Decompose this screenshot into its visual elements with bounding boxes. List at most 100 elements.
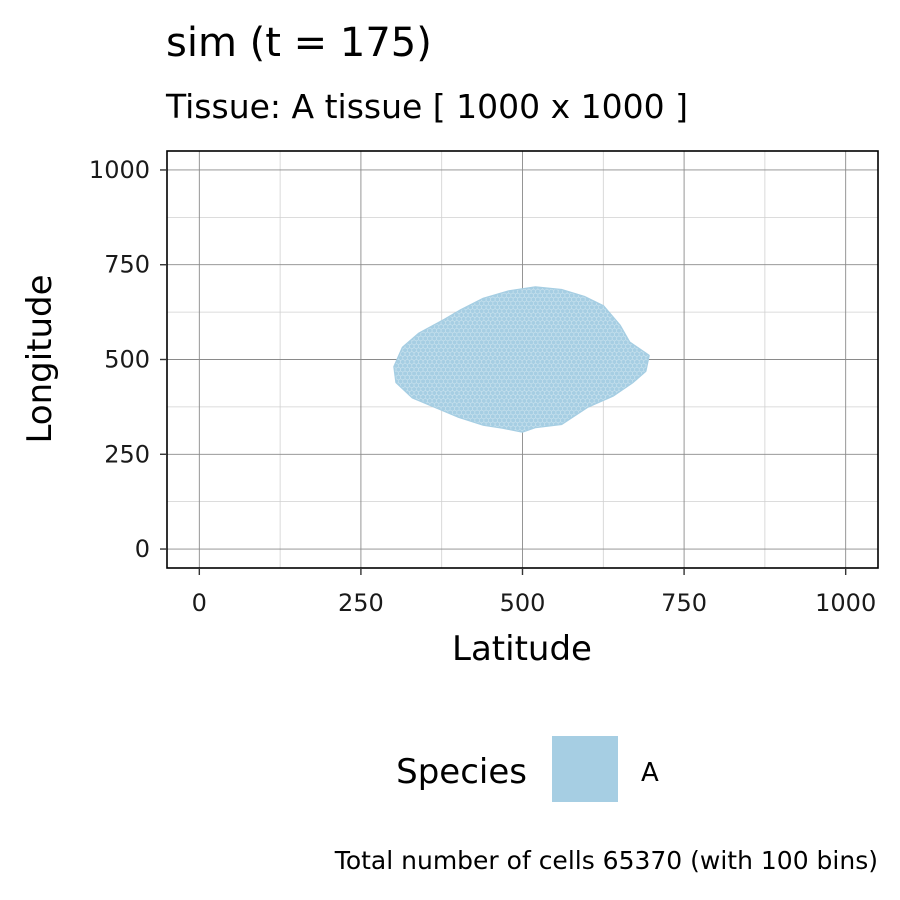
hex-bin: [629, 429, 636, 432]
hex-bin: [409, 288, 415, 295]
hex-bin: [429, 417, 435, 424]
hex-bin: [660, 285, 665, 290]
hex-bin: [657, 297, 662, 302]
hex-bin: [461, 433, 466, 438]
hex-bin: [651, 301, 656, 306]
hex-bin: [545, 281, 550, 286]
hex-bin: [445, 304, 451, 311]
hex-bin: [411, 308, 417, 315]
hex-bin: [634, 413, 640, 420]
hex-bin: [645, 386, 649, 393]
hex-bin: [572, 437, 577, 442]
hex-bin: [580, 413, 586, 420]
hex-bin: [443, 308, 449, 315]
hex-bin: [625, 288, 631, 295]
hex-bin: [383, 430, 388, 435]
hex-bin: [611, 296, 618, 303]
hex-bin: [576, 274, 581, 279]
hex-bin: [647, 335, 649, 342]
hex-bin: [438, 292, 444, 299]
hex-bin: [395, 335, 401, 342]
hex-bin: [662, 430, 667, 435]
hex-bin: [483, 287, 489, 291]
hex-bin: [632, 331, 638, 338]
hex-bin: [493, 277, 498, 282]
hex-bin: [620, 296, 627, 303]
hex-bin: [569, 425, 575, 432]
hex-bin: [641, 287, 647, 291]
hex-bin: [389, 340, 394, 345]
hex-bin: [578, 425, 584, 432]
y-axis-title: Longitude: [20, 274, 60, 443]
hex-bin: [629, 296, 636, 303]
hex-bin: [655, 410, 660, 415]
hex-bin: [616, 429, 622, 432]
hex-bin: [653, 305, 658, 310]
hex-bin: [456, 300, 462, 307]
hex-bin: [481, 429, 487, 432]
hex-bin: [662, 437, 667, 442]
hex-bin: [598, 429, 604, 432]
hex-bin: [638, 429, 645, 432]
hex-bin: [636, 394, 642, 400]
hex-bin: [479, 277, 484, 282]
hex-bin: [470, 425, 476, 432]
hex-bin: [407, 433, 412, 438]
hex-bin: [383, 383, 388, 388]
hex-bin: [402, 323, 408, 330]
hex-bin: [380, 371, 385, 376]
hex-bin: [618, 409, 624, 416]
hex-bin: [651, 332, 656, 337]
hex-bin: [625, 421, 631, 428]
hex-bin: [563, 281, 568, 286]
hex-bin: [533, 433, 538, 438]
hex-bin: [387, 289, 392, 294]
hex-bin: [458, 296, 464, 303]
hex-bin: [596, 292, 602, 299]
hex-bin: [378, 430, 383, 435]
hex-bin: [402, 316, 408, 322]
hex-bin: [629, 327, 636, 334]
hex-bin: [662, 336, 667, 341]
hex-bin: [653, 367, 658, 372]
hex-bin: [575, 429, 581, 432]
hex-bin: [387, 352, 392, 357]
hex-bin: [452, 417, 458, 424]
hex-bin: [385, 371, 390, 376]
hex-bin: [547, 277, 552, 282]
hex-bin: [617, 281, 622, 286]
hex-bin: [439, 277, 444, 282]
hex-bin: [438, 300, 444, 307]
hex-bin: [657, 359, 662, 364]
hex-bin: [443, 300, 449, 307]
hex-bin: [402, 300, 408, 307]
x-tick-label: 250: [338, 589, 384, 617]
hex-bin: [660, 387, 665, 392]
hex-bin: [655, 348, 660, 353]
hex-bin: [467, 296, 473, 303]
hex-bin: [651, 379, 656, 384]
hex-bin: [591, 287, 597, 291]
hex-bin: [446, 274, 451, 279]
hex-bin: [445, 288, 451, 295]
hex-bin: [645, 323, 649, 330]
hex-bin: [502, 277, 507, 282]
hex-bin: [485, 288, 491, 295]
hex-bin: [657, 289, 662, 294]
hex-bin: [653, 398, 658, 403]
hex-bin: [411, 417, 417, 424]
hex-bin: [432, 274, 437, 279]
hex-bin: [634, 288, 640, 295]
hex-bin: [394, 413, 397, 420]
hex-bin: [571, 429, 577, 432]
hex-bin: [638, 413, 645, 420]
hex-bin: [587, 417, 593, 424]
hex-bin: [434, 417, 440, 424]
hex-bin: [603, 281, 608, 286]
hex-bin: [616, 421, 622, 428]
hex-bin: [385, 418, 390, 423]
hex-bin: [385, 277, 390, 282]
hex-bin: [395, 304, 401, 311]
hex-bin: [394, 417, 399, 424]
